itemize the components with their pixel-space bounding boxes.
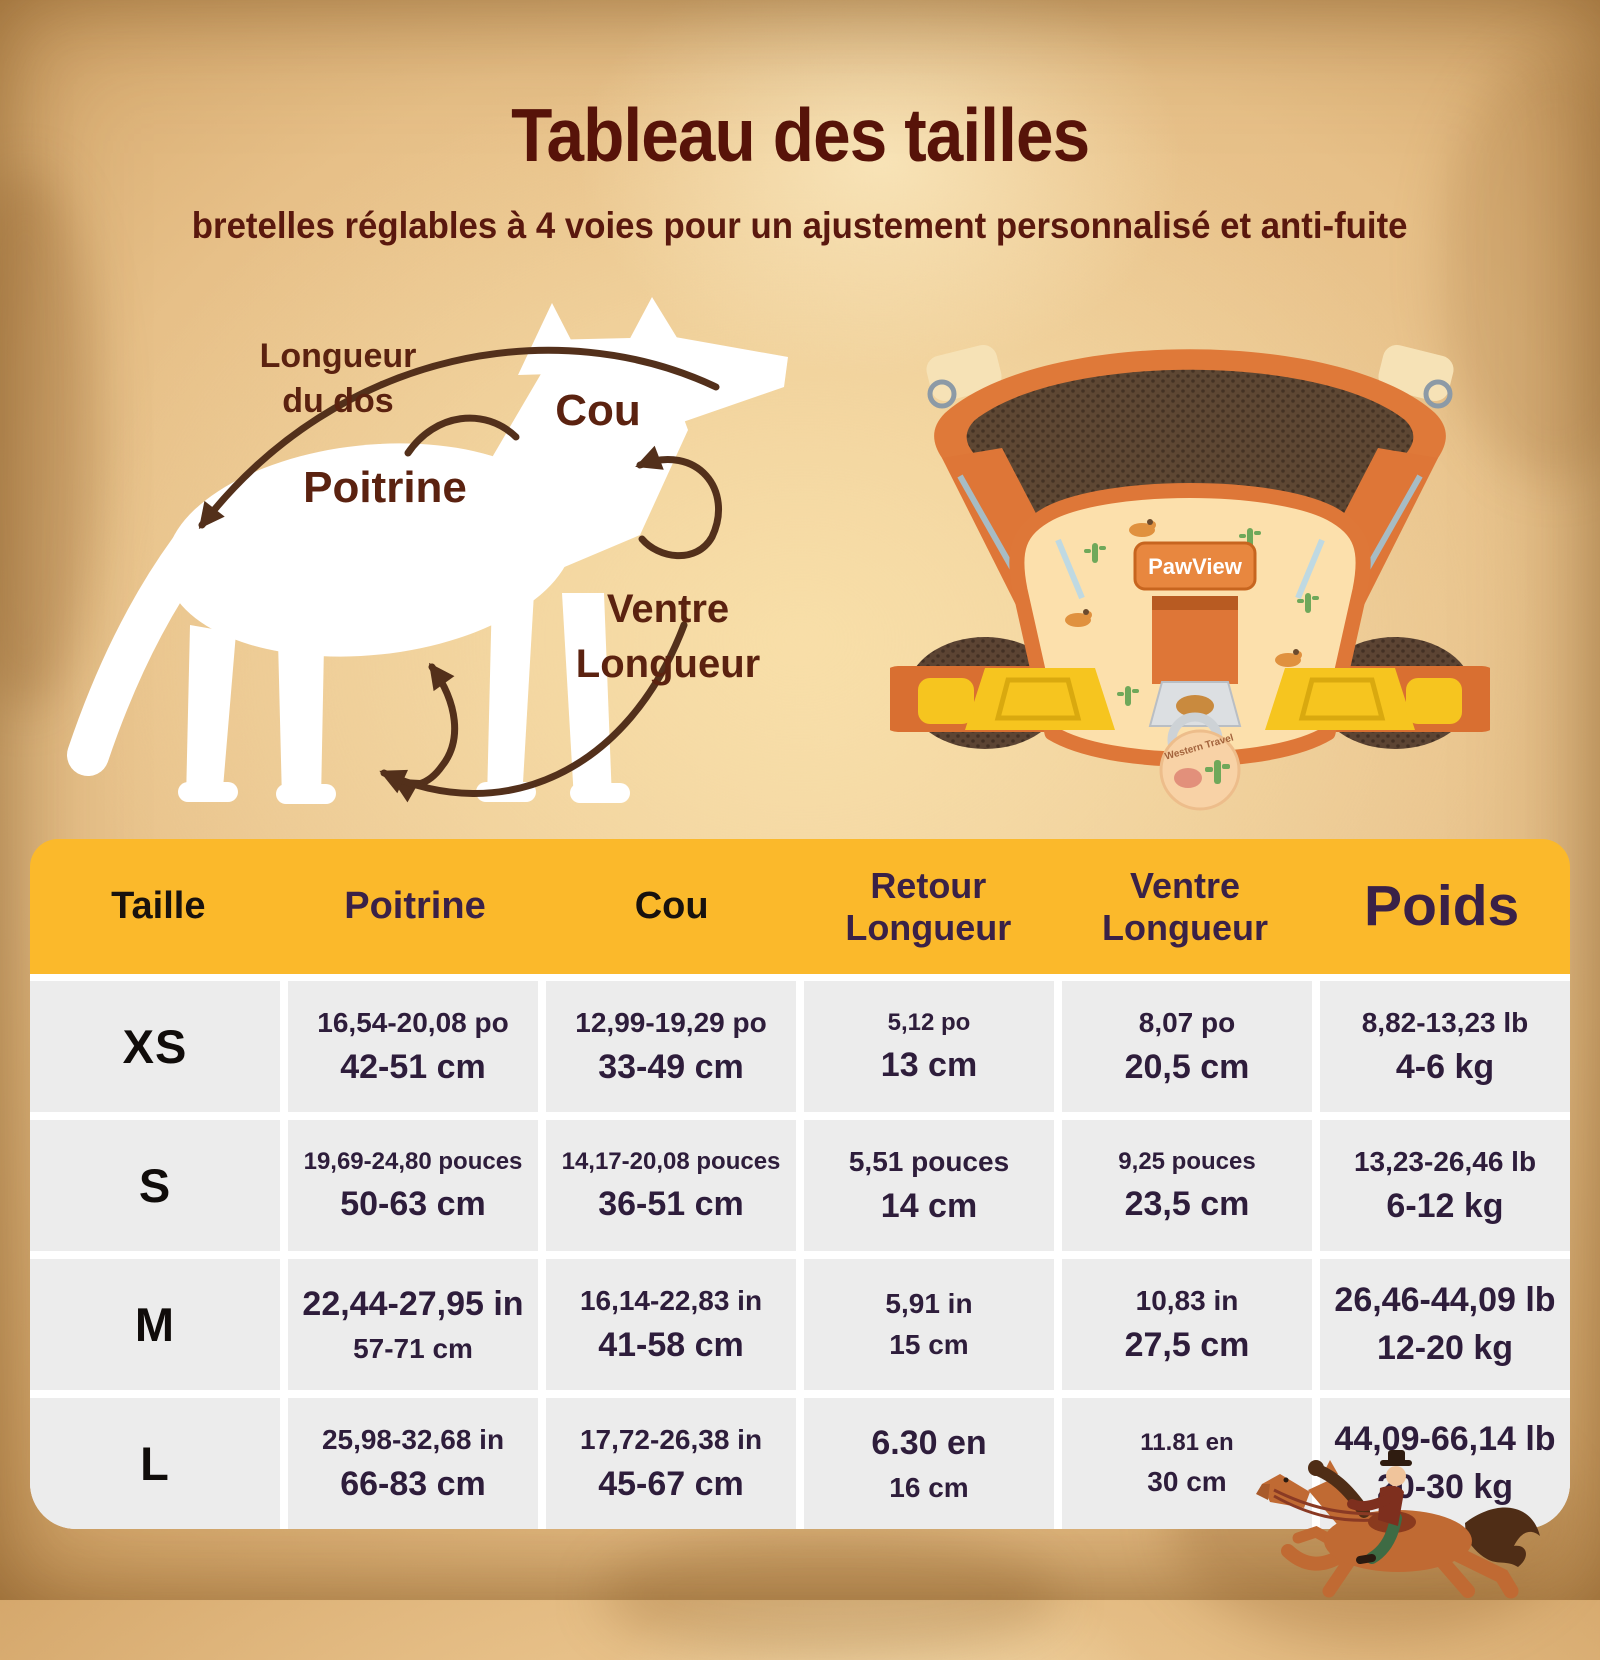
measure-arrows <box>198 346 723 803</box>
id-tag <box>1159 729 1241 811</box>
horse-muzzle <box>1256 1484 1270 1500</box>
row-s-size: S <box>30 1120 280 1251</box>
label-belly-2: Longueur <box>576 642 760 686</box>
label-neck: Cou <box>555 386 641 435</box>
row-m-retour: 5,91 in 15 cm <box>804 1259 1054 1390</box>
row-m-poids: 26,46-44,09 lb 12-20 kg <box>1320 1259 1570 1390</box>
rider-boot <box>1356 1554 1376 1564</box>
row-xs-retour: 5,12 po 13 cm <box>804 981 1054 1112</box>
row-xs-ventre: 8,07 po 20,5 cm <box>1062 981 1312 1112</box>
row-xs-size: XS <box>30 981 280 1112</box>
harness-product-photo: PawView Western Travel <box>880 298 1500 813</box>
label-back-length: Longueur <box>260 337 417 375</box>
header-retour-longueur: Retour Longueur <box>845 864 1012 948</box>
row-m-poitrine: 22,44-27,95 in 57-71 cm <box>288 1259 538 1390</box>
dog-measurement-diagram: Longueur du dos Cou Poitrine Ventre Long… <box>40 295 830 810</box>
header-poids: Poids <box>1364 874 1520 939</box>
tag-horse <box>1174 768 1202 788</box>
row-m-cou: 16,14-22,83 in 41-58 cm <box>546 1259 796 1390</box>
strap-tip-right <box>1378 344 1454 402</box>
dog-silhouette <box>67 297 788 804</box>
rider-arm <box>1347 1495 1391 1512</box>
size-table-header: Taille Poitrine Cou Retour Longueur Ventr… <box>30 839 1570 974</box>
strap-tip-left <box>926 344 1002 402</box>
row-l-retour: 6.30 en 16 cm <box>804 1398 1054 1529</box>
d-ring-right <box>1423 379 1453 409</box>
d-ring-left <box>927 379 957 409</box>
row-s-poitrine: 19,69-24,80 pouces 50-63 cm <box>288 1120 538 1251</box>
row-m-size: M <box>30 1259 280 1390</box>
brand-label-text: PawView <box>1148 554 1243 579</box>
plate-reflective-right <box>1295 538 1325 600</box>
cowboy-horse-illustration <box>1230 1448 1580 1600</box>
header-ventre-longueur: Ventre Longueur <box>1102 864 1268 948</box>
row-s-ventre: 9,25 pouces 23,5 cm <box>1062 1120 1312 1251</box>
row-l-size: L <box>30 1398 280 1529</box>
center-strap <box>1152 596 1238 684</box>
row-l-poitrine: 25,98-32,68 in 66-83 cm <box>288 1398 538 1529</box>
cowboy-hat-crown <box>1388 1450 1405 1463</box>
horse-tail <box>1465 1507 1540 1567</box>
label-chest: Poitrine <box>303 463 467 512</box>
header-poitrine: Poitrine <box>344 885 486 928</box>
brand-label-plate <box>1133 541 1257 591</box>
label-belly: Ventre <box>607 587 729 631</box>
row-s-retour: 5,51 pouces 14 cm <box>804 1120 1054 1251</box>
size-table: Taille Poitrine Cou Retour Longueur Ventr… <box>30 839 1570 1529</box>
row-xs-poitrine: 16,54-20,08 po 42-51 cm <box>288 981 538 1112</box>
row-xs-poids: 8,82-13,23 lb 4-6 kg <box>1320 981 1570 1112</box>
header-taille: Taille <box>111 885 206 928</box>
page-title: Tableau des tailles <box>510 93 1090 177</box>
buckle-left <box>918 668 1115 730</box>
horse-eye <box>1283 1477 1289 1483</box>
tag-cactus <box>1205 760 1230 784</box>
rein <box>1273 1488 1379 1516</box>
row-s-cou: 14,17-20,08 pouces 36-51 cm <box>546 1120 796 1251</box>
rider-head <box>1386 1466 1406 1486</box>
buckle-right <box>1265 668 1462 730</box>
plate-reflective-left <box>1055 538 1085 600</box>
header-cou: Cou <box>634 885 709 928</box>
row-m-ventre: 10,83 in 27,5 cm <box>1062 1259 1312 1390</box>
row-l-ventre: 11.81 en 30 cm <box>1062 1398 1312 1529</box>
infographic-canvas: Tableau des tailles bretelles réglables … <box>0 50 1600 1660</box>
center-strap-fringe <box>1152 596 1238 610</box>
row-l-cou: 17,72-26,38 in 45-67 cm <box>546 1398 796 1529</box>
size-table-body: XS 16,54-20,08 po 42-51 cm 12,99-19,29 po… <box>30 974 1570 1529</box>
label-back-length-2: du dos <box>282 382 393 420</box>
row-xs-cou: 12,99-19,29 po 33-49 cm <box>546 981 796 1112</box>
row-s-poids: 13,23-26,46 lb 6-12 kg <box>1320 1120 1570 1251</box>
horse-neck <box>1308 1478 1366 1530</box>
texture-blotch <box>600 1530 1060 1660</box>
page-subtitle: bretelles réglables à 4 voies pour un aj… <box>192 205 1408 246</box>
